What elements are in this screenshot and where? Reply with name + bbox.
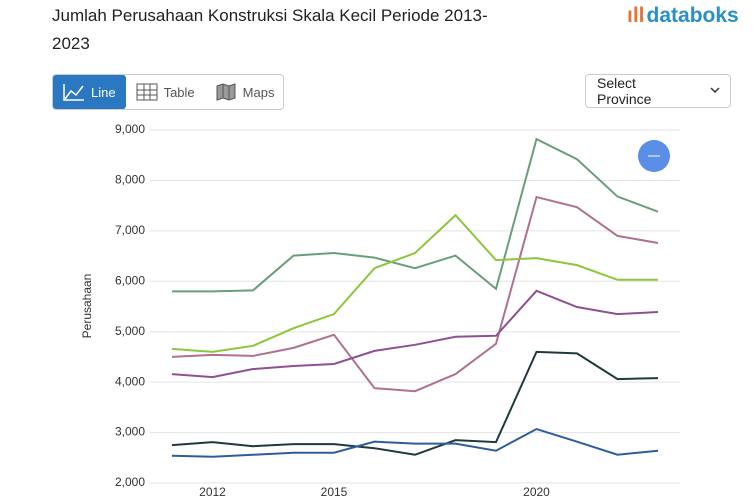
- chart-title: Jumlah Perusahaan Konstruksi Skala Kecil…: [52, 6, 488, 53]
- y-tick-label: 8,000: [115, 173, 145, 187]
- series-line: [171, 427, 659, 458]
- province-select[interactable]: Select Province: [585, 74, 731, 108]
- y-tick-label: 5,000: [115, 324, 145, 338]
- series-line: [172, 137, 659, 293]
- view-tabs: Line Table Maps: [52, 74, 284, 110]
- x-tick-label: 2015: [321, 485, 348, 498]
- x-tick-label: 2012: [199, 485, 226, 498]
- y-tick-label: 7,000: [115, 223, 145, 237]
- tab-table[interactable]: Table: [126, 75, 205, 109]
- y-tick-label: 9,000: [115, 122, 145, 136]
- logo-text: databoks: [646, 4, 739, 27]
- y-tick-label: 6,000: [115, 273, 145, 287]
- y-tick-label: 2,000: [115, 475, 145, 489]
- y-tick-label: 4,000: [115, 374, 145, 388]
- tab-maps[interactable]: Maps: [205, 75, 285, 109]
- tab-line[interactable]: Line: [53, 75, 126, 109]
- y-axis-label: Perusahaan: [80, 274, 94, 339]
- series-line: [171, 289, 659, 379]
- tab-label: Line: [91, 84, 116, 100]
- series-line: [171, 195, 659, 393]
- y-tick-label: 3,000: [115, 425, 145, 439]
- series-line: [171, 350, 659, 456]
- x-tick-label: 2020: [523, 485, 550, 498]
- logo[interactable]: ılldataboks: [627, 4, 739, 27]
- tab-label: Maps: [242, 84, 275, 100]
- select-label: Select Province: [597, 75, 652, 107]
- series-line: [171, 213, 658, 353]
- tab-label: Table: [163, 84, 195, 100]
